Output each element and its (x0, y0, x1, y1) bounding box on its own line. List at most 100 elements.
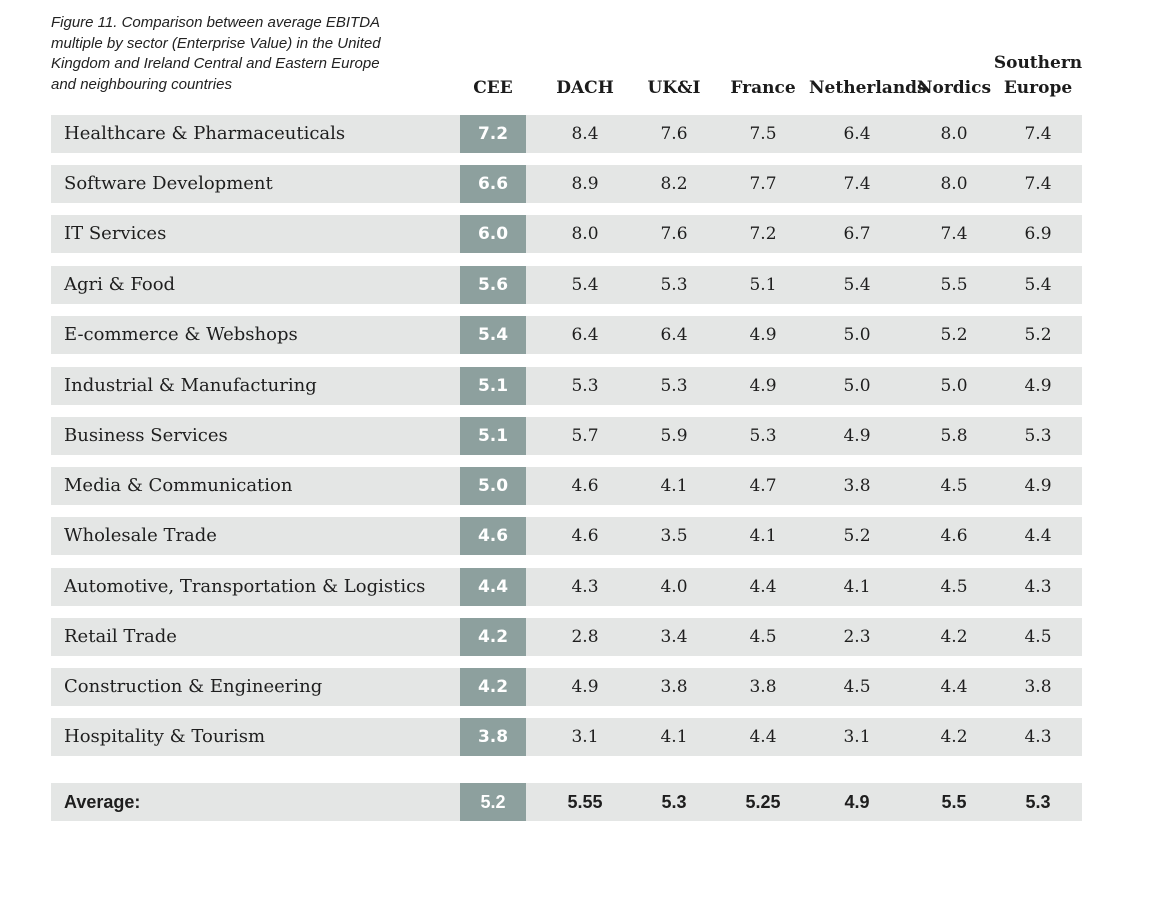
value-cell-france: 4.5 (749, 627, 777, 647)
value-cell-cee: 5.0 (477, 476, 509, 496)
column-header-france: France (715, 76, 811, 101)
value-cell-cee: 6.6 (477, 174, 509, 194)
value-cell-france: 7.7 (749, 174, 777, 194)
column-header-line: Netherlands (809, 78, 927, 98)
column-header-nordics: Nordics (906, 76, 1002, 101)
value-cell-netherlands: 4.5 (843, 677, 871, 697)
value-cell-dach: 5.4 (571, 275, 599, 295)
value-cell-netherlands: 7.4 (843, 174, 871, 194)
value-cell-southern_europe: 4.3 (1024, 727, 1052, 747)
value-cell-southern_europe: 6.9 (1024, 224, 1052, 244)
value-cell-dach: 4.3 (571, 577, 599, 597)
value-cell-france: 4.1 (749, 526, 777, 546)
value-cell-dach: 4.6 (571, 526, 599, 546)
value-cell-france: 5.25 (745, 792, 781, 812)
value-cell-nordics: 5.5 (940, 275, 968, 295)
value-cell-cee: 5.1 (477, 376, 509, 396)
value-cell-southern_europe: 5.2 (1024, 325, 1052, 345)
cee-highlight-band (460, 668, 526, 706)
value-cell-ukandi: 5.3 (660, 275, 688, 295)
value-cell-southern_europe: 4.9 (1024, 376, 1052, 396)
value-cell-ukandi: 5.3 (660, 376, 688, 396)
value-cell-dach: 3.1 (571, 727, 599, 747)
column-header-dach: DACH (537, 76, 633, 101)
value-cell-france: 5.3 (749, 426, 777, 446)
table-row: Industrial & Manufacturing 5.1 5.3 5.3 4.9 5.… (51, 367, 1082, 405)
cee-highlight-band (460, 718, 526, 756)
column-header-line: France (730, 78, 796, 98)
table-row: Media & Communication 5.0 4.6 4.1 4.7 3.8 4.5 4… (51, 467, 1082, 505)
table-row: Automotive, Transportation & Logistics 4.… (51, 568, 1082, 606)
table-row: IT Services 6.0 8.0 7.6 7.2 6.7 7.4 6.9 (51, 215, 1082, 253)
average-label: Average: (64, 792, 141, 812)
sector-label: Media & Communication (64, 475, 293, 496)
table-row: Wholesale Trade 4.6 4.6 3.5 4.1 5.2 4.6 4.4 (51, 517, 1082, 555)
value-cell-cee: 4.2 (477, 627, 509, 647)
value-cell-southern_europe: 5.3 (1025, 792, 1051, 812)
value-cell-ukandi: 4.1 (660, 476, 688, 496)
value-cell-france: 4.9 (749, 376, 777, 396)
sector-label: Healthcare & Pharmaceuticals (64, 123, 346, 144)
value-cell-southern_europe: 3.8 (1024, 677, 1052, 697)
sector-label: Software Development (64, 173, 273, 194)
value-cell-nordics: 4.6 (940, 526, 968, 546)
cee-highlight-band (460, 367, 526, 405)
sector-label: E-commerce & Webshops (64, 324, 298, 345)
cee-highlight-band (460, 316, 526, 354)
value-cell-cee: 3.8 (477, 727, 509, 747)
caption-line: multiple by sector (Enterprise Value) in… (51, 34, 381, 52)
value-cell-dach: 5.3 (571, 376, 599, 396)
value-cell-southern_europe: 5.4 (1024, 275, 1052, 295)
value-cell-southern_europe: 7.4 (1024, 174, 1052, 194)
value-cell-southern_europe: 4.4 (1024, 526, 1052, 546)
table-row: Construction & Engineering 4.2 4.9 3.8 3.8 4.… (51, 668, 1082, 706)
caption-line: and neighbouring countries (51, 75, 232, 93)
value-cell-ukandi: 3.4 (660, 627, 688, 647)
column-header-ukandi: UK&I (626, 76, 722, 101)
value-cell-ukandi: 6.4 (660, 325, 688, 345)
cee-highlight-band (460, 215, 526, 253)
value-cell-netherlands: 4.1 (843, 577, 871, 597)
sector-label: Hospitality & Tourism (64, 726, 266, 747)
column-header-line: UK&I (647, 78, 701, 98)
sector-label: IT Services (64, 223, 167, 244)
value-cell-france: 4.4 (749, 577, 777, 597)
value-cell-cee: 6.0 (477, 224, 509, 244)
table-row: Healthcare & Pharmaceuticals 7.2 8.4 7.6 7.5… (51, 115, 1082, 153)
sector-label: Wholesale Trade (64, 525, 217, 546)
table-row: Business Services 5.1 5.7 5.9 5.3 4.9 5.8 5.3 (51, 417, 1082, 455)
column-header-southern_europe: Southern Europe (990, 51, 1086, 101)
value-cell-france: 4.9 (749, 325, 777, 345)
value-cell-ukandi: 4.1 (660, 727, 688, 747)
value-cell-nordics: 8.0 (940, 124, 968, 144)
sector-label: Agri & Food (64, 274, 176, 295)
value-cell-nordics: 4.2 (940, 727, 968, 747)
value-cell-cee: 5.1 (477, 426, 509, 446)
cee-highlight-band (460, 165, 526, 203)
value-cell-nordics: 4.5 (940, 577, 968, 597)
value-cell-netherlands: 6.4 (843, 124, 871, 144)
table-row: Software Development 6.6 8.9 8.2 7.7 7.4 8.0 7.… (51, 165, 1082, 203)
value-cell-nordics: 5.0 (940, 376, 968, 396)
caption-line: Kingdom and Ireland Central and Eastern … (51, 55, 380, 72)
caption-line: Figure 11. Comparison between average EB… (51, 14, 381, 31)
value-cell-dach: 5.7 (571, 426, 599, 446)
value-cell-france: 7.2 (749, 224, 777, 244)
value-cell-ukandi: 3.8 (660, 677, 688, 697)
value-cell-cee: 4.6 (477, 526, 509, 546)
value-cell-nordics: 4.5 (940, 476, 968, 496)
value-cell-france: 5.1 (749, 275, 777, 295)
sector-label: Industrial & Manufacturing (64, 375, 317, 396)
value-cell-netherlands: 4.9 (844, 792, 870, 812)
value-cell-ukandi: 4.0 (660, 577, 688, 597)
table-row: Retail Trade 4.2 2.8 3.4 4.5 2.3 4.2 4.5 (51, 618, 1082, 656)
sector-label: Retail Trade (64, 626, 177, 647)
column-header-line: DACH (556, 78, 614, 98)
value-cell-ukandi: 5.9 (660, 426, 688, 446)
value-cell-dach: 4.9 (571, 677, 599, 697)
cee-highlight-band (460, 618, 526, 656)
value-cell-ukandi: 8.2 (660, 174, 688, 194)
value-cell-cee: 4.4 (477, 577, 509, 597)
value-cell-netherlands: 6.7 (843, 224, 871, 244)
value-cell-ukandi: 5.3 (661, 792, 687, 812)
